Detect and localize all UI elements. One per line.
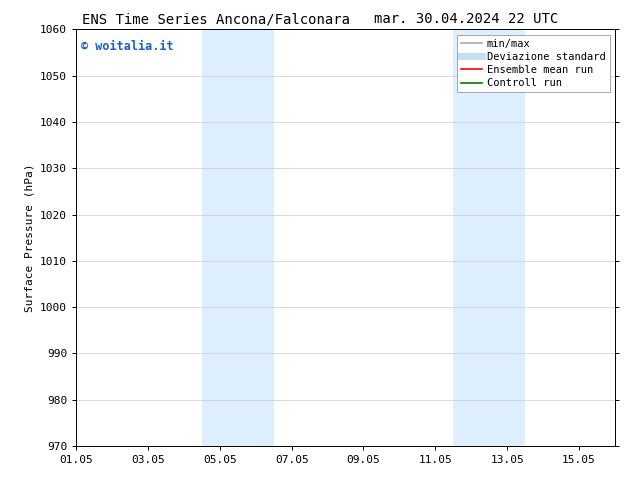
- Legend: min/max, Deviazione standard, Ensemble mean run, Controll run: min/max, Deviazione standard, Ensemble m…: [456, 35, 610, 92]
- Text: ENS Time Series Ancona/Falconara: ENS Time Series Ancona/Falconara: [82, 12, 351, 26]
- Text: mar. 30.04.2024 22 UTC: mar. 30.04.2024 22 UTC: [373, 12, 558, 26]
- Text: © woitalia.it: © woitalia.it: [81, 40, 174, 53]
- Bar: [202, 29, 274, 446]
- Y-axis label: Surface Pressure (hPa): Surface Pressure (hPa): [25, 163, 34, 312]
- Bar: [453, 29, 525, 446]
